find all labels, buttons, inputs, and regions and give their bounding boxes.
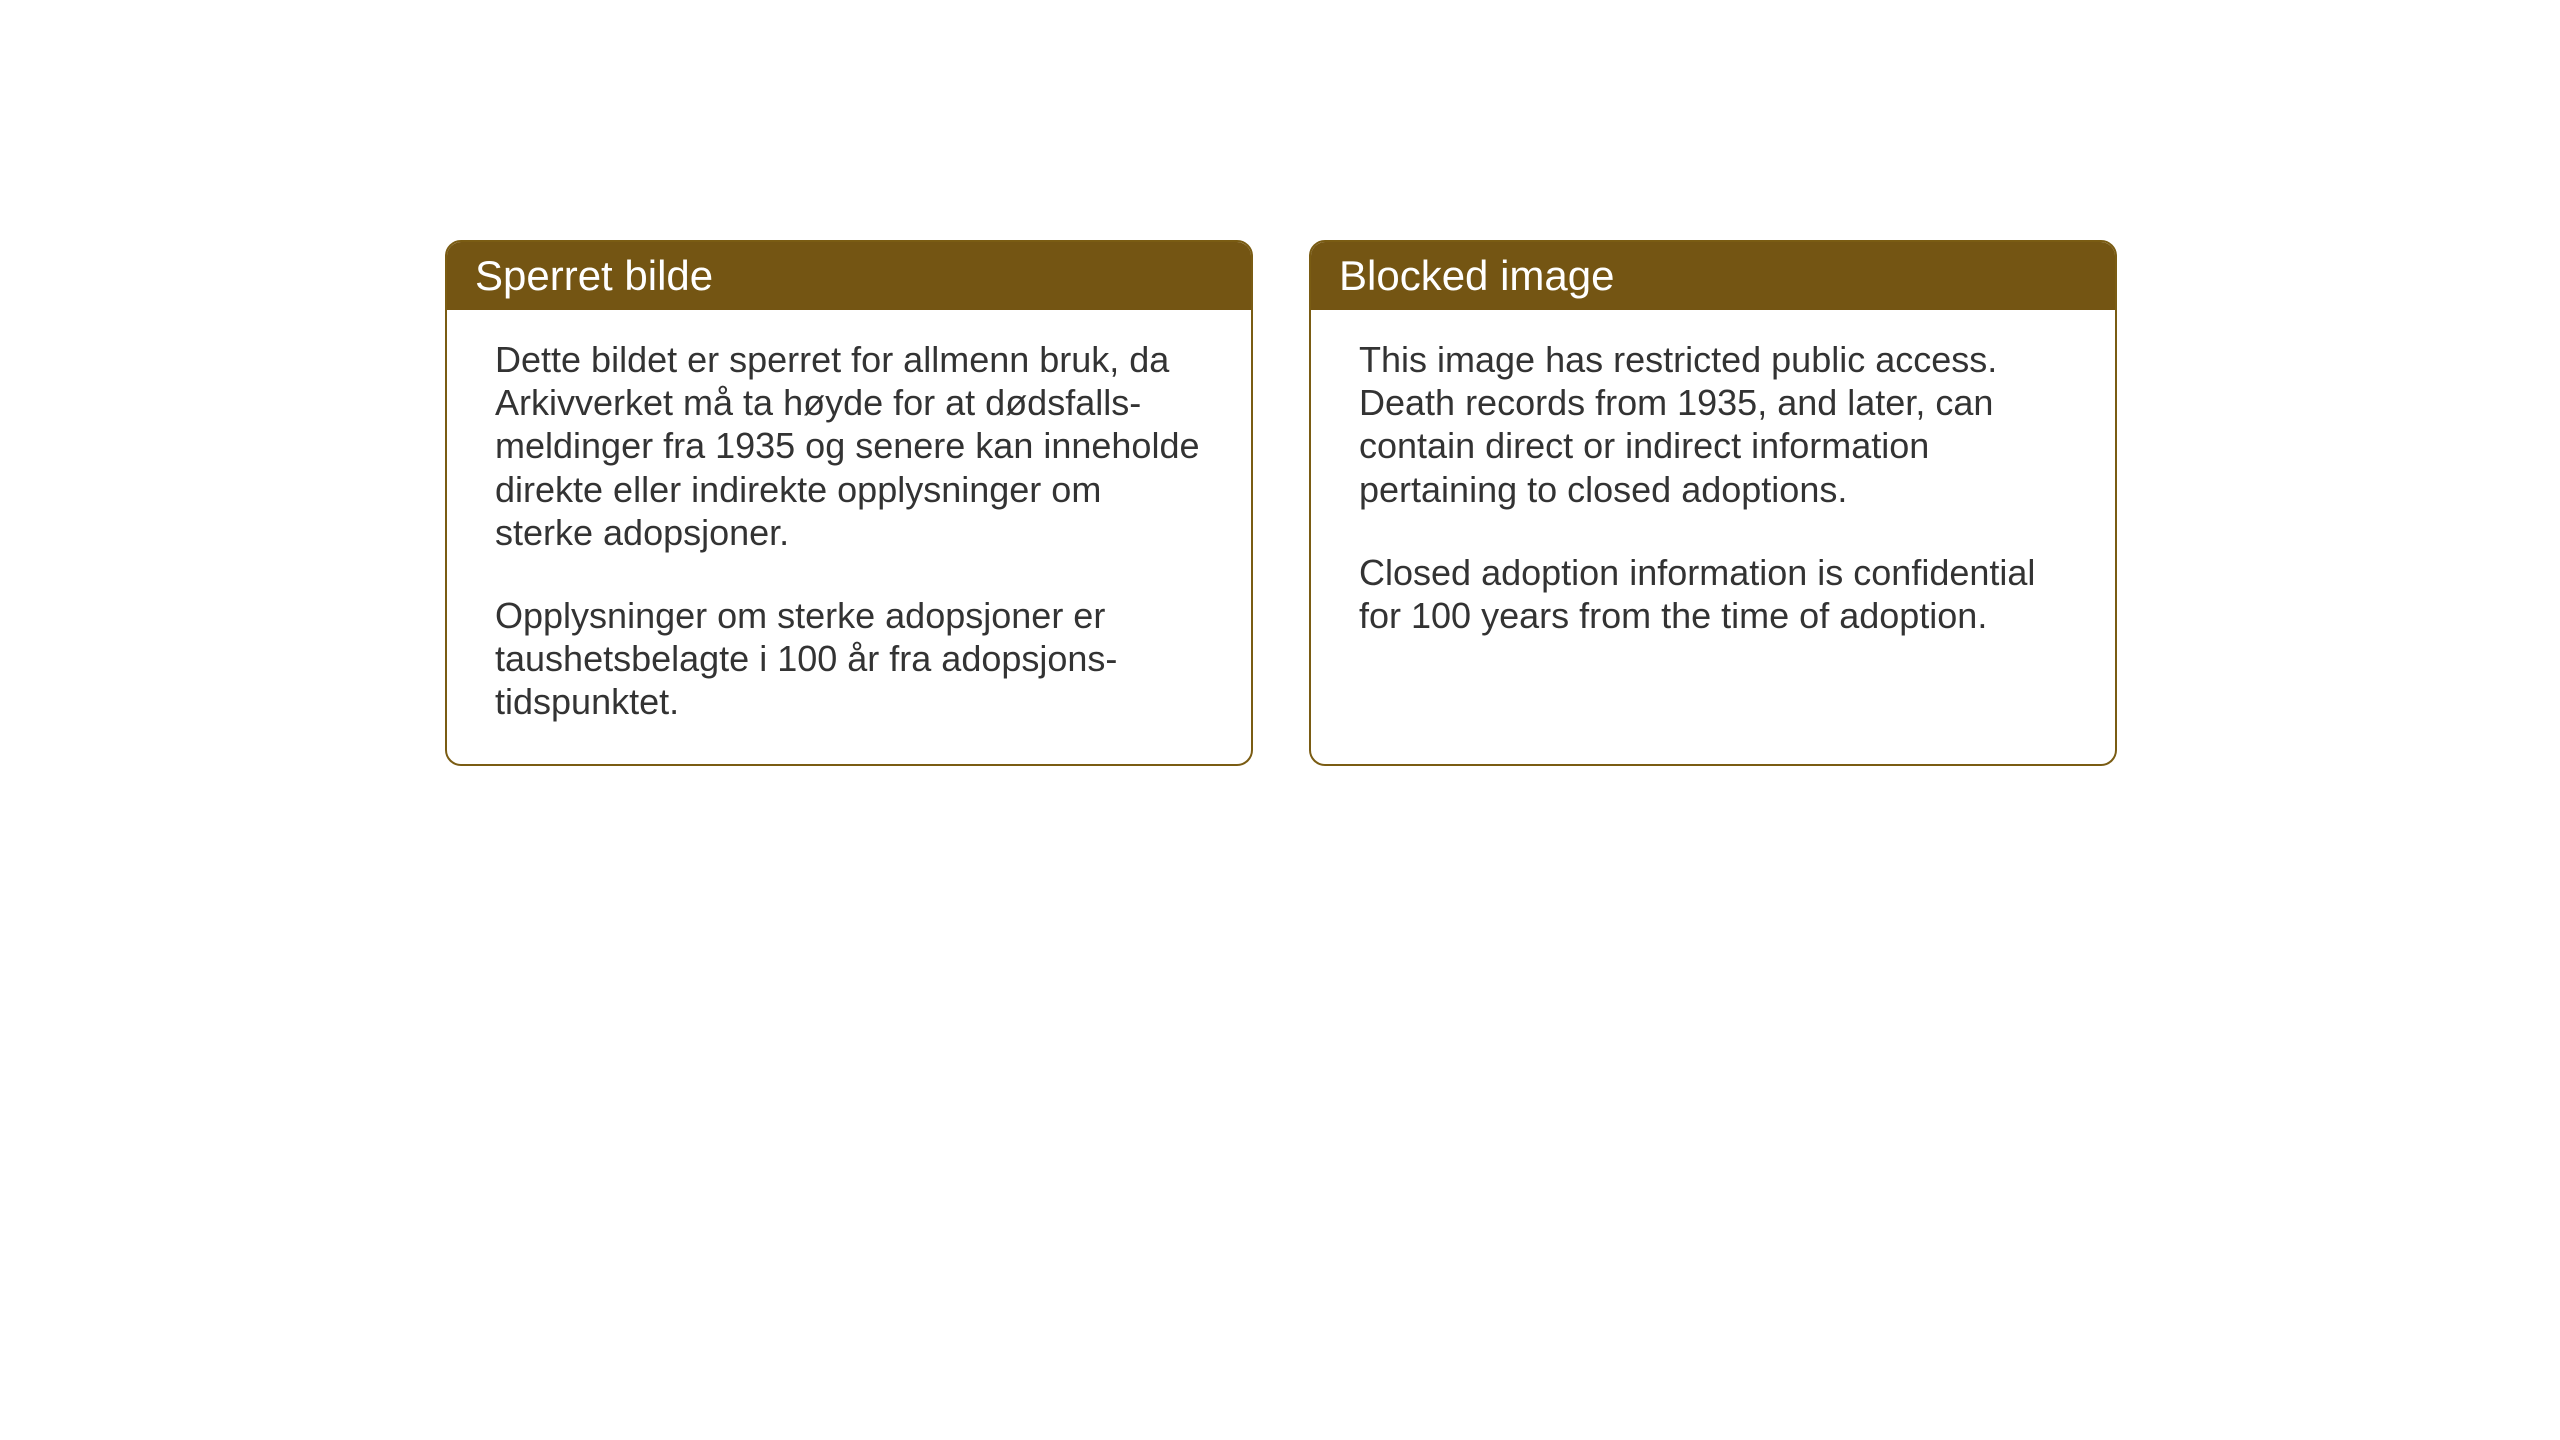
card-title-norwegian: Sperret bilde xyxy=(475,252,713,299)
notice-card-norwegian: Sperret bilde Dette bildet er sperret fo… xyxy=(445,240,1253,766)
card-body-english: This image has restricted public access.… xyxy=(1311,310,2115,677)
card-paragraph-2-norwegian: Opplysninger om sterke adopsjoner er tau… xyxy=(495,594,1203,724)
card-paragraph-1-english: This image has restricted public access.… xyxy=(1359,338,2067,511)
card-body-norwegian: Dette bildet er sperret for allmenn bruk… xyxy=(447,310,1251,764)
card-paragraph-1-norwegian: Dette bildet er sperret for allmenn bruk… xyxy=(495,338,1203,554)
card-header-english: Blocked image xyxy=(1311,242,2115,310)
card-title-english: Blocked image xyxy=(1339,252,1614,299)
card-header-norwegian: Sperret bilde xyxy=(447,242,1251,310)
card-paragraph-2-english: Closed adoption information is confident… xyxy=(1359,551,2067,637)
notice-card-english: Blocked image This image has restricted … xyxy=(1309,240,2117,766)
notice-cards-container: Sperret bilde Dette bildet er sperret fo… xyxy=(445,240,2117,766)
